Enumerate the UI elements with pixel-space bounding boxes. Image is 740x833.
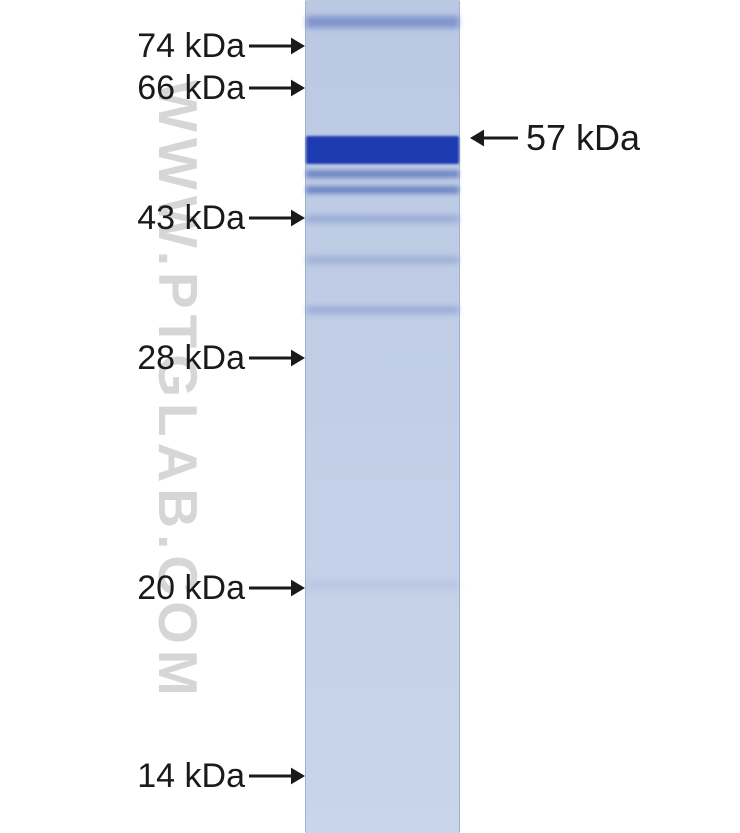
arrow-right-icon	[249, 74, 305, 102]
mw-marker: 43 kDa	[0, 201, 305, 235]
gel-band	[306, 136, 459, 164]
gel-band	[306, 170, 459, 178]
mw-marker-label: 28 kDa	[100, 339, 245, 378]
arrow-right-icon	[249, 762, 305, 790]
target-band-label: 57 kDa	[470, 120, 640, 156]
gel-lane	[305, 0, 460, 833]
watermark-text: WWW.PTGLAB.COM	[147, 80, 209, 702]
gel-band	[306, 256, 459, 264]
gel-band	[306, 186, 459, 194]
arrow-right-icon	[249, 32, 305, 60]
gel-band	[306, 16, 459, 28]
mw-marker: 66 kDa	[0, 71, 305, 105]
mw-marker: 20 kDa	[0, 571, 305, 605]
watermark: WWW.PTGLAB.COM	[146, 80, 210, 702]
arrow-left-icon	[470, 124, 518, 152]
arrow-right-icon	[249, 574, 305, 602]
target-band-text: 57 kDa	[526, 117, 640, 159]
arrow-right-icon	[249, 204, 305, 232]
arrow-right-icon	[249, 344, 305, 372]
mw-marker-label: 20 kDa	[100, 569, 245, 608]
mw-marker-label: 74 kDa	[100, 27, 245, 66]
mw-marker: 28 kDa	[0, 341, 305, 375]
mw-marker-label: 14 kDa	[100, 757, 245, 796]
mw-marker-label: 43 kDa	[100, 199, 245, 238]
gel-band	[306, 582, 459, 588]
gel-band	[306, 306, 459, 314]
mw-marker-label: 66 kDa	[100, 69, 245, 108]
mw-marker: 74 kDa	[0, 29, 305, 63]
mw-marker: 14 kDa	[0, 759, 305, 793]
gel-figure: { "figure": { "type": "gel-electrophores…	[0, 0, 740, 833]
gel-band	[306, 215, 459, 223]
